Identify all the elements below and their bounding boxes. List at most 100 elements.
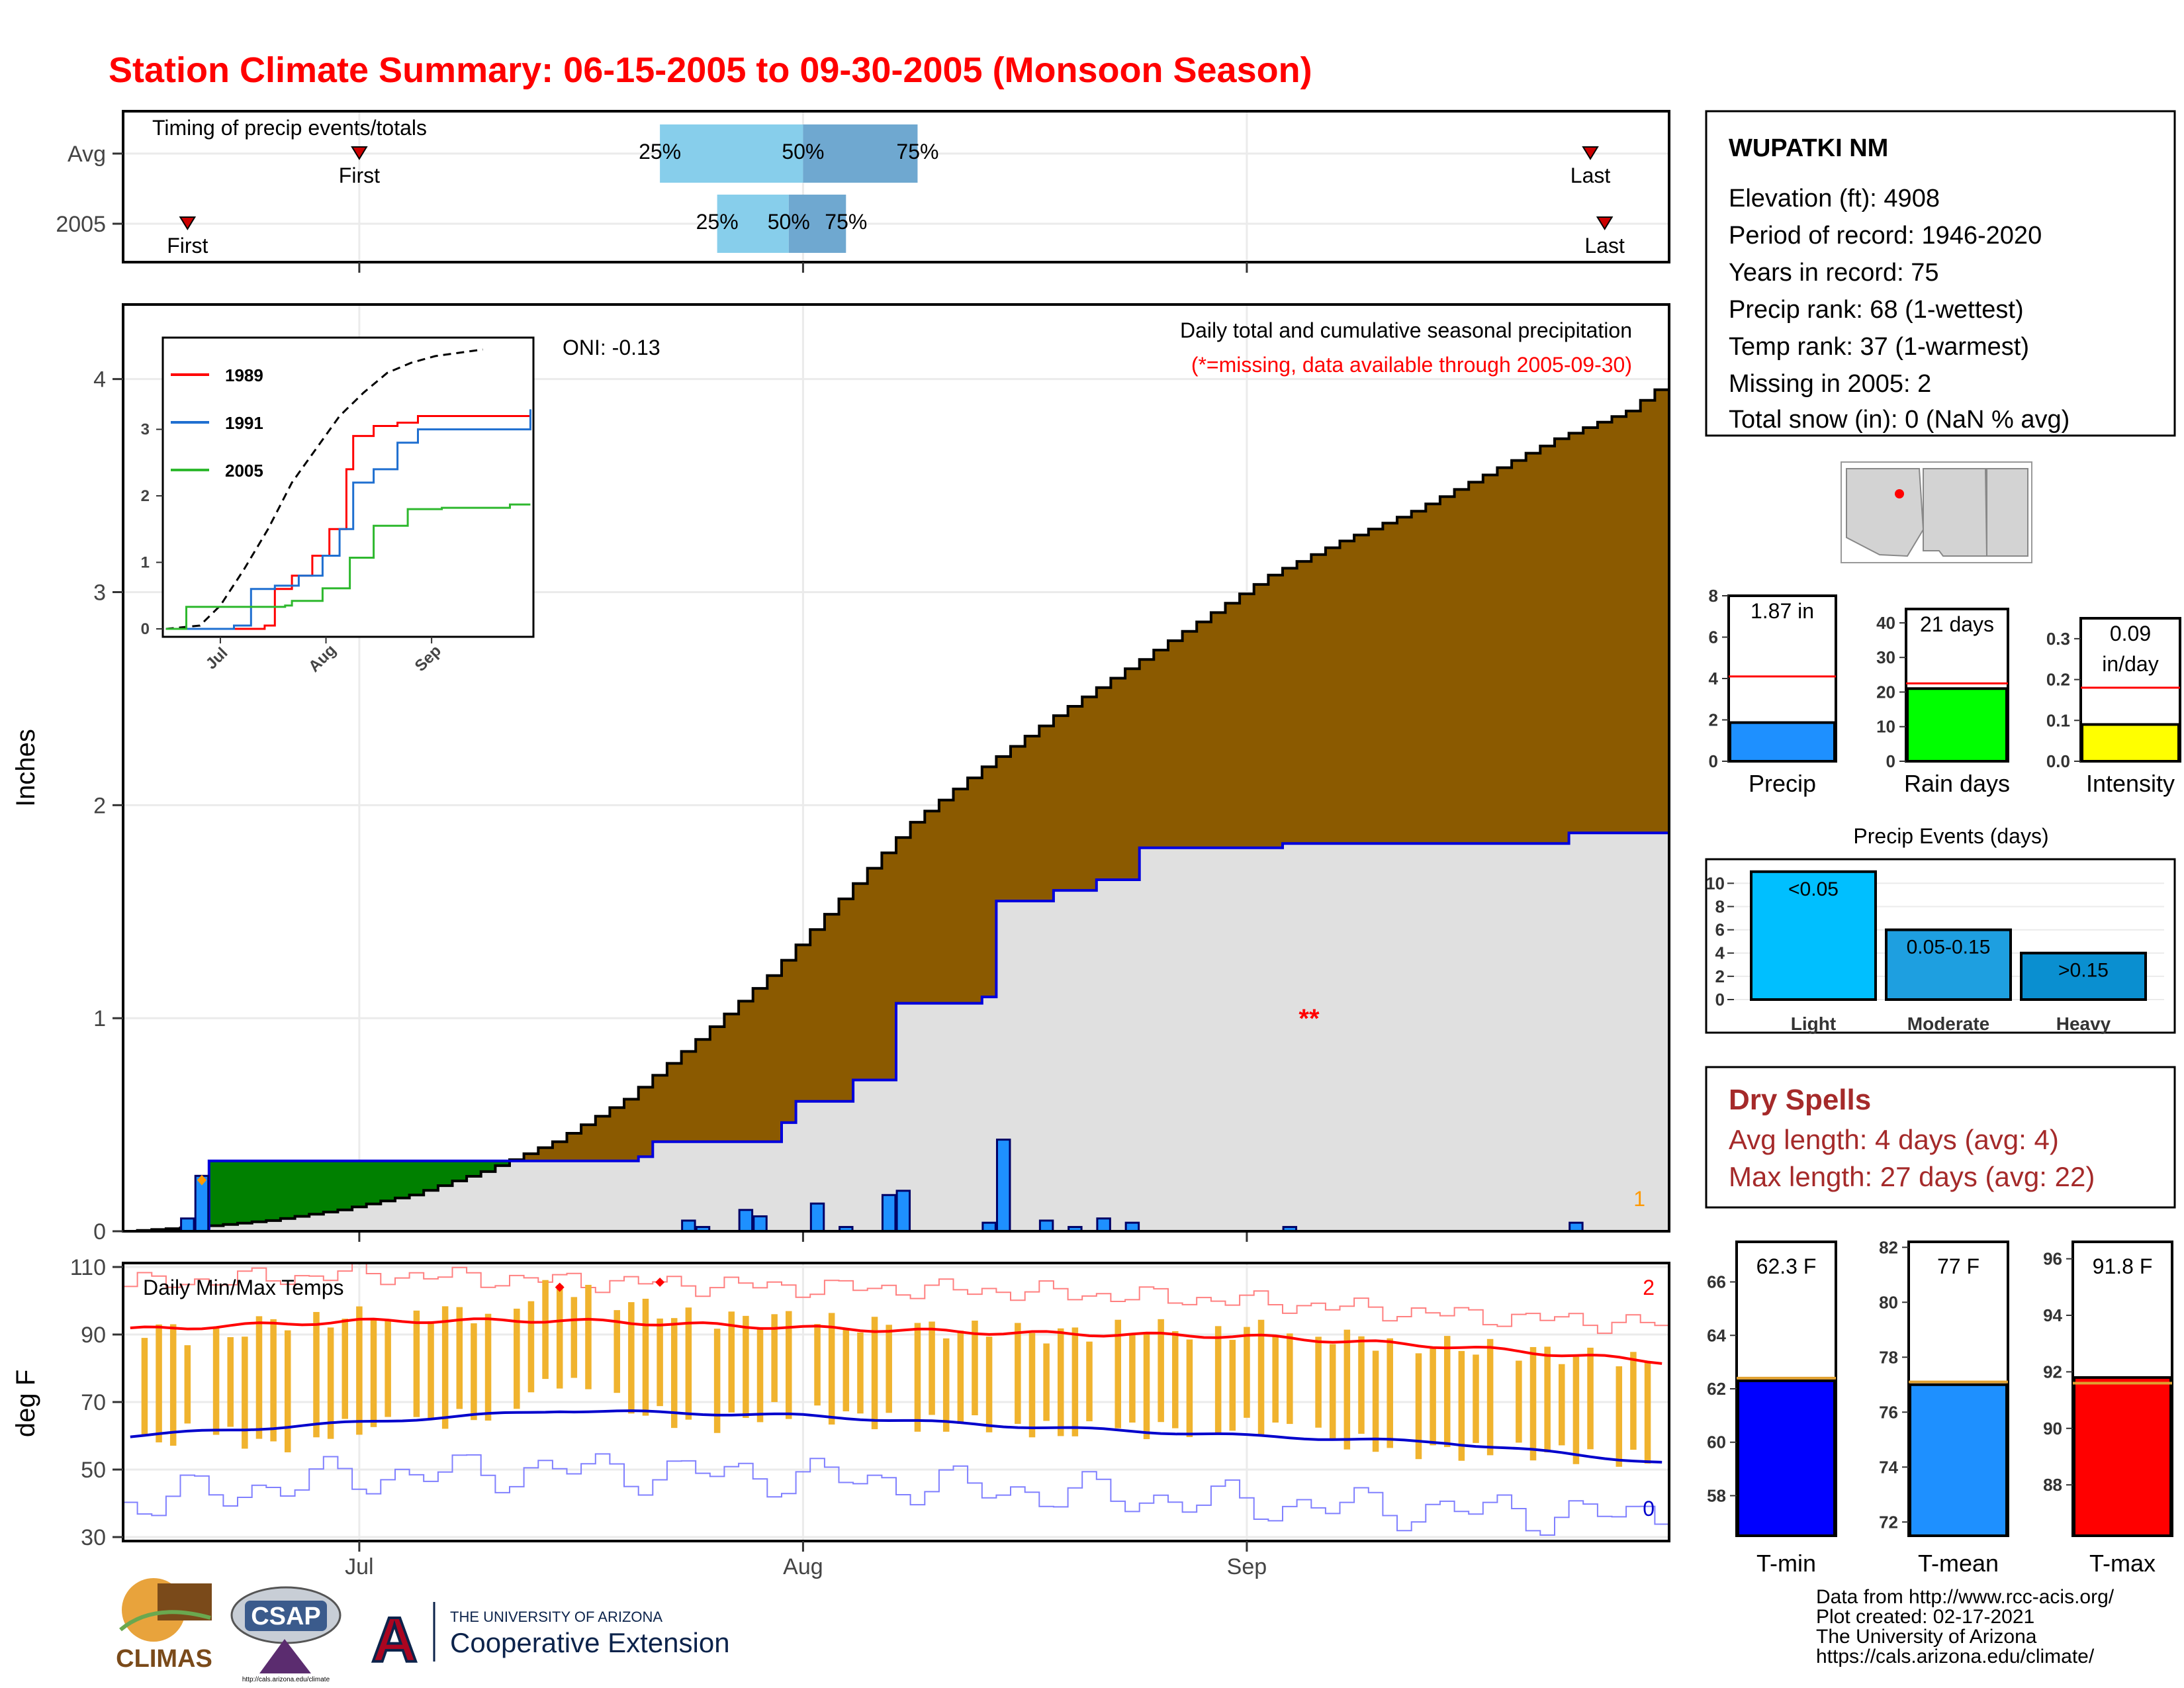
inset-y-tick-label-2: 2 [141, 487, 150, 505]
inset-legend: 1989 1991 2005 [171, 365, 263, 481]
daily-temp-bar-224 [957, 1331, 964, 1424]
inset-average-line [165, 348, 483, 630]
missing-marks: ** [1298, 1004, 1320, 1033]
mini-bar-label-0: Precip [1749, 770, 1816, 797]
daily-temp-bar-210 [756, 1328, 764, 1423]
station-period: Period of record: 1946-2020 [1729, 222, 2042, 250]
precip-y-axis-label: Inches [11, 729, 40, 807]
daily-precip-bar-4 [738, 1209, 754, 1233]
daily-temp-bar-193 [514, 1308, 520, 1409]
mini-bar-tick-label-2-2: 0.2 [2046, 670, 2070, 690]
avg-tmin-line [130, 1409, 1662, 1464]
timing-avg-first-label: First [339, 164, 380, 187]
daily-temp-bar-179 [313, 1311, 320, 1438]
daily-temp-bar-175 [255, 1316, 263, 1439]
timing-2005-q50-q75-bar [788, 195, 846, 253]
daily-temp-bar-257 [1430, 1347, 1436, 1446]
x-axis-labels: Jul Aug Sep [345, 1541, 1267, 1579]
precip-y-tick-label-4: 4 [93, 367, 106, 393]
temp-y-tick-label-4: 110 [70, 1255, 106, 1280]
x-axis-tick-label-2: Sep [1227, 1554, 1267, 1579]
mini-bar-tick-label-1-1: 10 [1876, 717, 1895, 737]
precip-areas [123, 388, 1669, 1233]
timing-avg-q75-label: 75% [896, 140, 938, 164]
daily-temp-bar-200 [614, 1310, 620, 1393]
precip-y-tick-label-2: 2 [93, 793, 106, 818]
station-info-box: WUPATKI NM Elevation (ft): 4908 Period o… [1705, 110, 2176, 437]
daily-temp-bar-228 [1015, 1323, 1021, 1424]
mini-bar-label-2: Intensity [2086, 770, 2175, 797]
missing-day-marker [197, 1174, 206, 1186]
daily-temp-bar-264 [1529, 1346, 1537, 1461]
events-bar-1 [1885, 928, 2012, 1001]
events-tick-label-4: 8 [1715, 896, 1725, 916]
temp-bar-value-label-0: 62.3 F [1756, 1254, 1817, 1278]
station-elevation: Elevation (ft): 4908 [1729, 185, 1940, 212]
timing-avg-q25-label: 25% [639, 140, 681, 164]
csap-logo-mountains [259, 1639, 311, 1673]
inset-line-2005 [165, 503, 531, 630]
daily-temp-bar-197 [570, 1297, 578, 1378]
inset-y-tick-label-3: 3 [141, 421, 150, 439]
temp-bar-tick-label-2-3: 94 [2043, 1305, 2062, 1325]
timing-2005-last-marker [1596, 216, 1614, 230]
station-missing: Missing in 2005: 2 [1729, 370, 1931, 398]
location-map [1841, 461, 2032, 563]
mini-bar-tick-label-0-3: 6 [1709, 628, 1718, 647]
daily-temp-bar-261 [1486, 1338, 1494, 1456]
timing-2005-first-label: First [167, 234, 208, 258]
daily-temp-bar-271 [1630, 1352, 1637, 1450]
events-bar-label-0: <0.05 [1788, 878, 1839, 900]
x-axis-tick-label-0: Jul [345, 1554, 373, 1579]
daily-temp-bar-237 [1143, 1333, 1150, 1440]
temp-y-axis-label: deg F [11, 1370, 40, 1437]
daily-precip-bar-5 [752, 1215, 768, 1233]
mini-bar-tick-label-2-0: 0.0 [2046, 751, 2070, 771]
mini-bar-value-2 [2081, 723, 2180, 763]
temp-content [123, 1262, 1669, 1536]
daily-temp-bar-267 [1572, 1356, 1580, 1464]
temp-bar-tick-label-0-1: 60 [1707, 1432, 1726, 1452]
daily-temp-bar-187 [428, 1321, 434, 1419]
daily-temp-bar-189 [456, 1307, 463, 1409]
daily-temp-bar-182 [356, 1306, 363, 1435]
legend-label-1991: 1991 [225, 413, 263, 433]
daily-temp-bar-250 [1329, 1344, 1336, 1440]
csap-logo-badge [245, 1601, 327, 1631]
daily-temp-bar-208 [728, 1311, 735, 1413]
daily-temp-bar-260 [1473, 1354, 1479, 1443]
map-new-mexico-shape [1923, 468, 1988, 557]
daily-temp-bar-198 [585, 1284, 592, 1389]
daily-temp-bar-207 [713, 1329, 721, 1433]
events-category-2: Heavy [2056, 1013, 2111, 1034]
daily-temp-bar-172 [212, 1327, 220, 1435]
daily-temp-bar-258 [1443, 1336, 1451, 1448]
precip-y-tick-label-1: 1 [93, 1006, 106, 1031]
daily-temp-bar-219 [886, 1325, 892, 1413]
temp-grid [124, 1264, 1668, 1540]
daily-temp-bar-263 [1516, 1360, 1522, 1443]
oni-value: ONI: -0.13 [563, 336, 660, 359]
timing-2005-q25-q50-bar [717, 195, 789, 253]
precip-y-tick-label-0: 0 [93, 1219, 106, 1244]
daily-temp-bar-195 [542, 1280, 549, 1380]
daily-temp-bar-177 [284, 1330, 291, 1452]
temp-bar-value-0 [1737, 1379, 1836, 1537]
events-tick-label-5: 10 [1706, 873, 1725, 893]
daily-temp-bar-209 [743, 1315, 749, 1419]
mini-bar-value-label-0: 1.87 in [1751, 599, 1814, 623]
temp-bar-tick-label-0-4: 66 [1707, 1272, 1726, 1292]
climas-logo: CLIMAS [116, 1578, 212, 1673]
daily-temp-bar-240 [1186, 1339, 1193, 1437]
temp-bar-tick-label-0-3: 64 [1707, 1325, 1726, 1345]
daily-temp-bar-246 [1272, 1335, 1279, 1423]
precip-y-axis: 0 1 2 3 4 [93, 367, 123, 1244]
footer: Data from http://www.rcc-acis.org/ Plot … [116, 1578, 2115, 1683]
events-content: 0 2 4 6 8 10 <0.05 Light 0.05-0.15 Moderate >0.15 H… [1706, 870, 2164, 1034]
temp-bar-label-2: T-max [2089, 1550, 2156, 1577]
daily-temp-bar-196 [556, 1285, 563, 1389]
inset-frame [161, 336, 535, 638]
